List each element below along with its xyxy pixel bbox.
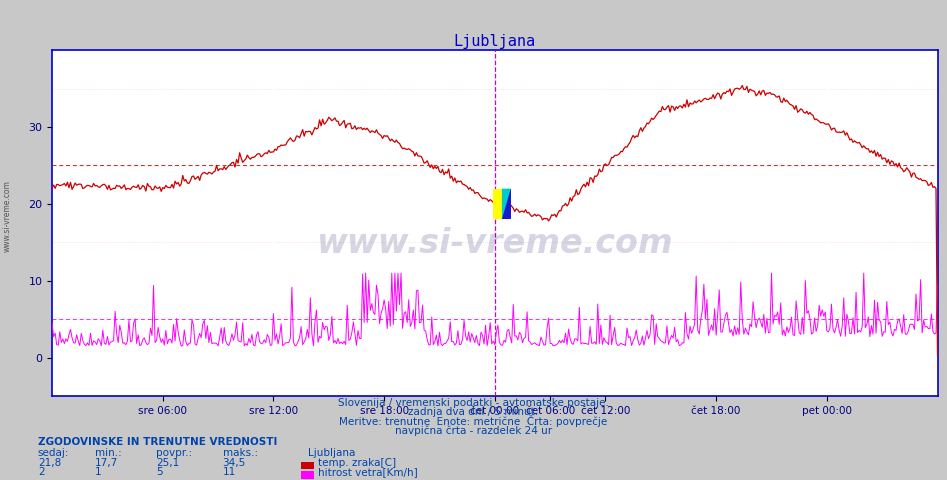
Polygon shape [493, 189, 502, 219]
Text: min.:: min.: [95, 448, 121, 458]
Text: maks.:: maks.: [223, 448, 258, 458]
Text: 17,7: 17,7 [95, 457, 118, 468]
Text: sedaj:: sedaj: [38, 448, 69, 458]
Text: navpična črta - razdelek 24 ur: navpična črta - razdelek 24 ur [395, 426, 552, 436]
Text: povpr.:: povpr.: [156, 448, 192, 458]
Text: Slovenija / vremenski podatki - avtomatske postaje.: Slovenija / vremenski podatki - avtomats… [338, 397, 609, 408]
Text: 11: 11 [223, 467, 236, 477]
Text: Ljubljana: Ljubljana [308, 448, 355, 458]
Text: 1: 1 [95, 467, 101, 477]
Polygon shape [502, 189, 510, 219]
Polygon shape [502, 189, 510, 219]
Text: hitrost vetra[Km/h]: hitrost vetra[Km/h] [318, 467, 418, 477]
Title: Ljubljana: Ljubljana [454, 34, 536, 49]
Text: 5: 5 [156, 467, 163, 477]
Text: 21,8: 21,8 [38, 457, 62, 468]
Text: 34,5: 34,5 [223, 457, 246, 468]
Text: www.si-vreme.com: www.si-vreme.com [3, 180, 12, 252]
Text: 25,1: 25,1 [156, 457, 180, 468]
Text: temp. zraka[C]: temp. zraka[C] [318, 457, 396, 468]
Text: ZGODOVINSKE IN TRENUTNE VREDNOSTI: ZGODOVINSKE IN TRENUTNE VREDNOSTI [38, 437, 277, 447]
Text: www.si-vreme.com: www.si-vreme.com [316, 228, 673, 261]
Text: Meritve: trenutne  Enote: metrične  Črta: povprečje: Meritve: trenutne Enote: metrične Črta: … [339, 415, 608, 427]
Text: zadnja dva dni / 5 minut.: zadnja dva dni / 5 minut. [408, 407, 539, 417]
Text: 2: 2 [38, 467, 45, 477]
